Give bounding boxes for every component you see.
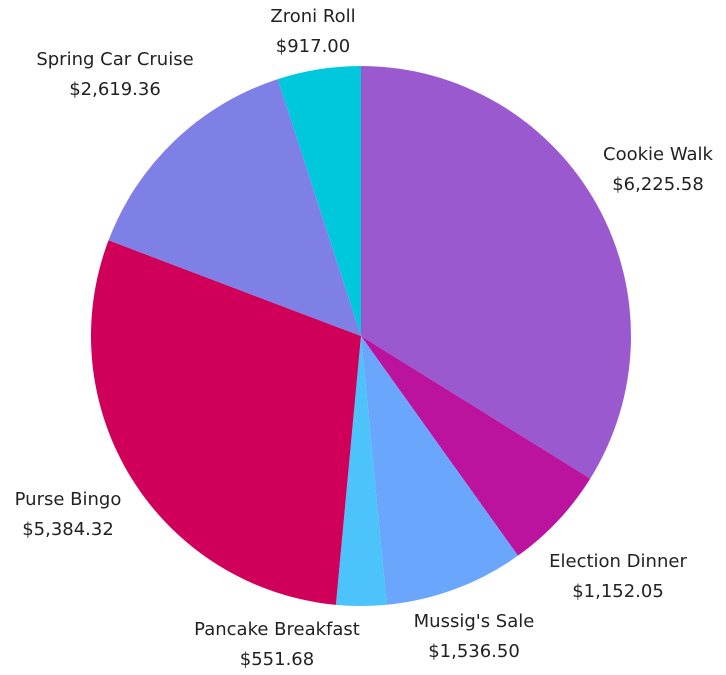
slice-label: Mussig's Sale (414, 611, 535, 632)
slice-value: $5,384.32 (22, 519, 114, 540)
slice-value: $1,536.50 (428, 641, 520, 662)
pie-slice (108, 79, 361, 336)
pie-slice (91, 240, 362, 605)
slice-value: $551.68 (240, 649, 314, 670)
slice-value: $2,619.36 (69, 79, 161, 100)
slice-value: $917.00 (276, 36, 350, 57)
pie-slice (361, 336, 518, 605)
slice-value: $6,225.58 (612, 174, 704, 195)
pie-slice (335, 336, 387, 607)
slice-label: Purse Bingo (15, 489, 122, 510)
slice-label: Zroni Roll (270, 6, 355, 27)
pie-slice (361, 336, 591, 556)
pie-slice (277, 66, 361, 336)
slice-label: Spring Car Cruise (36, 49, 193, 70)
slice-value: $1,152.05 (572, 581, 664, 602)
pie-slice (361, 66, 631, 479)
slice-label: Pancake Breakfast (194, 619, 360, 640)
slice-label: Cookie Walk (603, 144, 713, 165)
slice-label: Election Dinner (549, 551, 687, 572)
